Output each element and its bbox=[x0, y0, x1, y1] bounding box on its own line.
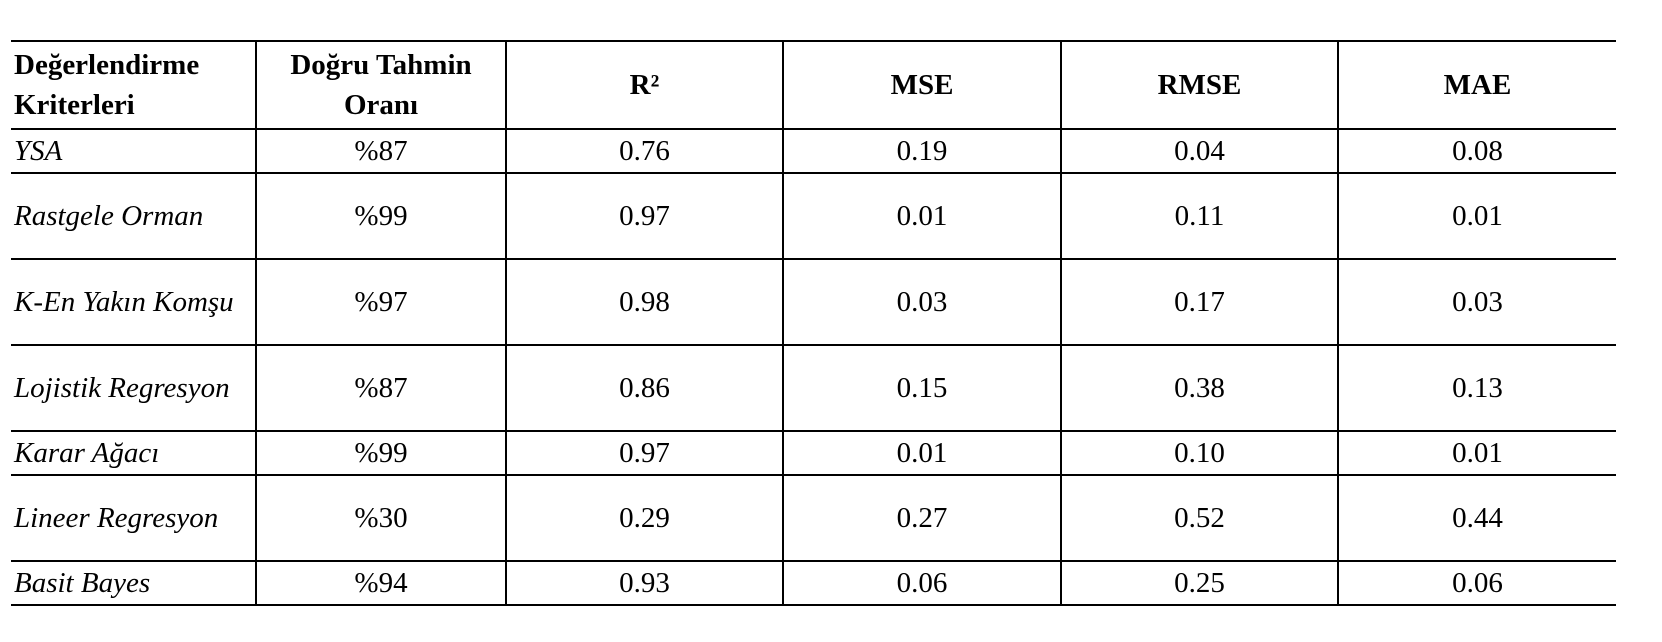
table-cell: %94 bbox=[255, 560, 506, 606]
table-cell: 0.29 bbox=[505, 474, 783, 562]
table-cell: %87 bbox=[255, 128, 506, 174]
table-cell: 0.44 bbox=[1337, 474, 1616, 562]
row-label: Lojistik Regresyon bbox=[11, 344, 256, 432]
table-cell: 0.11 bbox=[1060, 172, 1338, 260]
column-header: R² bbox=[505, 40, 783, 130]
table-cell: 0.01 bbox=[1337, 172, 1616, 260]
column-header: RMSE bbox=[1060, 40, 1338, 130]
row-label: Rastgele Orman bbox=[11, 172, 256, 260]
table-cell: 0.06 bbox=[782, 560, 1061, 606]
table-row: Karar Ağacı %99 0.97 0.01 0.10 0.01 bbox=[11, 430, 1616, 476]
table-row: Lojistik Regresyon %87 0.86 0.15 0.38 0.13 bbox=[11, 344, 1616, 432]
table-cell: 0.06 bbox=[1337, 560, 1616, 606]
column-header: MAE bbox=[1337, 40, 1616, 130]
results-table: Değerlendirme Kriterleri Doğru Tahmin Ora… bbox=[11, 40, 1616, 606]
table-cell: 0.25 bbox=[1060, 560, 1338, 606]
row-label: Basit Bayes bbox=[11, 560, 256, 606]
column-header: MSE bbox=[782, 40, 1061, 130]
table-cell: 0.52 bbox=[1060, 474, 1338, 562]
table-row: Lineer Regresyon %30 0.29 0.27 0.52 0.44 bbox=[11, 474, 1616, 562]
column-header: Doğru Tahmin Oranı bbox=[255, 40, 506, 130]
table-cell: 0.10 bbox=[1060, 430, 1338, 476]
table-body: YSA %87 0.76 0.19 0.04 0.08 Rastgele Orman %99 0… bbox=[11, 128, 1616, 606]
table-cell: 0.01 bbox=[782, 430, 1061, 476]
row-label: Lineer Regresyon bbox=[11, 474, 256, 562]
table-cell: %30 bbox=[255, 474, 506, 562]
table-cell: 0.86 bbox=[505, 344, 783, 432]
table-row: Rastgele Orman %99 0.97 0.01 0.11 0.01 bbox=[11, 172, 1616, 260]
table-cell: 0.19 bbox=[782, 128, 1061, 174]
table-cell: 0.97 bbox=[505, 172, 783, 260]
table-row: YSA %87 0.76 0.19 0.04 0.08 bbox=[11, 128, 1616, 174]
table-row: K-En Yakın Komşu %97 0.98 0.03 0.17 0.03 bbox=[11, 258, 1616, 346]
table-cell: 0.01 bbox=[1337, 430, 1616, 476]
table-cell: 0.98 bbox=[505, 258, 783, 346]
table-cell: 0.03 bbox=[782, 258, 1061, 346]
row-label: Karar Ağacı bbox=[11, 430, 256, 476]
table-cell: 0.76 bbox=[505, 128, 783, 174]
table-cell: 0.08 bbox=[1337, 128, 1616, 174]
table-cell: 0.38 bbox=[1060, 344, 1338, 432]
row-label: YSA bbox=[11, 128, 256, 174]
table-row: Basit Bayes %94 0.93 0.06 0.25 0.06 bbox=[11, 560, 1616, 606]
table-cell: %99 bbox=[255, 172, 506, 260]
table-cell: 0.17 bbox=[1060, 258, 1338, 346]
table-cell: %97 bbox=[255, 258, 506, 346]
table-cell: 0.03 bbox=[1337, 258, 1616, 346]
table-cell: 0.15 bbox=[782, 344, 1061, 432]
column-header: Değerlendirme Kriterleri bbox=[11, 40, 256, 130]
row-label: K-En Yakın Komşu bbox=[11, 258, 256, 346]
table-cell: 0.97 bbox=[505, 430, 783, 476]
table-cell: 0.27 bbox=[782, 474, 1061, 562]
table-cell: %99 bbox=[255, 430, 506, 476]
table-cell: 0.04 bbox=[1060, 128, 1338, 174]
table-cell: 0.13 bbox=[1337, 344, 1616, 432]
table-cell: %87 bbox=[255, 344, 506, 432]
table-cell: 0.01 bbox=[782, 172, 1061, 260]
table-cell: 0.93 bbox=[505, 560, 783, 606]
header-row: Değerlendirme Kriterleri Doğru Tahmin Ora… bbox=[11, 40, 1616, 130]
